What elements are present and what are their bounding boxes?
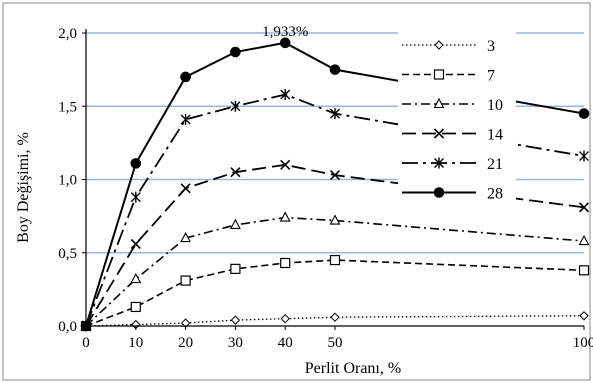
series-14-point [280,159,291,170]
y-tick-label: 1,5 [58,99,77,115]
x-axis-title: Perlit Oranı, % [305,360,401,377]
series-10-point [180,231,192,243]
series-10-point [130,272,142,284]
legend-marker-7 [433,69,445,80]
series-14-point [329,170,341,181]
tick-labels: 0 10 20 30 40 50 100 0,0 0,5 1,0 1,5 2,0 [58,26,593,351]
x-tick-label: 50 [328,335,343,351]
series-21-point [330,108,340,120]
series-3-point [280,313,290,324]
peak-annotation: 1,933% [262,24,308,40]
y-tick-label: 2,0 [58,26,77,42]
series-21-point [230,100,241,112]
y-tick-label: 0,0 [58,319,77,335]
x-tick-label: 10 [128,335,143,351]
series-28-point [180,71,191,83]
series-10-point [329,214,341,225]
legend-marker-14 [433,128,445,139]
series-28-point [279,37,291,49]
series-3-point [230,315,241,325]
legend: 3 7 10 14 21 28 [398,19,516,203]
series-28-point [230,46,241,58]
series-14-point [180,183,191,194]
legend-marker-28 [433,187,445,198]
legend-label-28: 28 [487,186,503,203]
axes [82,29,585,330]
series-7-point [280,257,291,269]
legend-label-3: 3 [487,38,495,55]
x-tick-label: 30 [228,335,243,351]
series-10-point [279,211,291,222]
legend-label-21: 21 [487,156,503,173]
y-axis-title: Boy Değişimi, % [15,132,32,243]
series-21-point [280,89,291,101]
x-tick-label: 40 [278,335,293,351]
series-7-point [180,275,191,286]
legend-background [398,19,516,202]
series-28-point [329,64,341,75]
series-14-point [130,238,141,250]
x-tick-label: 0 [82,335,90,351]
series-21-point [130,191,141,203]
y-tick-label: 1,0 [58,173,77,189]
series-7-point [578,265,590,276]
legend-marker-3 [434,40,444,50]
series-7-point [130,301,141,313]
series-7-point [329,254,341,266]
x-tick-label: 100 [573,335,593,351]
series-10-point [229,218,241,229]
series-28-point [578,108,590,119]
series-21-point [180,113,191,125]
series-10-point [578,234,590,246]
series-7-point [230,263,241,274]
legend-label-10: 10 [487,97,503,114]
y-tick-label: 0,5 [58,246,77,262]
series-14-point [230,167,241,178]
series-21-point [579,150,589,162]
series-28-point [130,158,142,169]
series-3-point [330,312,340,322]
legend-label-7: 7 [487,68,495,85]
series-14-point [578,202,590,213]
legend-marker-10 [433,97,445,109]
legend-label-14: 14 [487,127,503,144]
x-tick-label: 20 [178,335,193,351]
series-3-point [579,311,589,321]
legend-marker-21 [434,157,444,169]
